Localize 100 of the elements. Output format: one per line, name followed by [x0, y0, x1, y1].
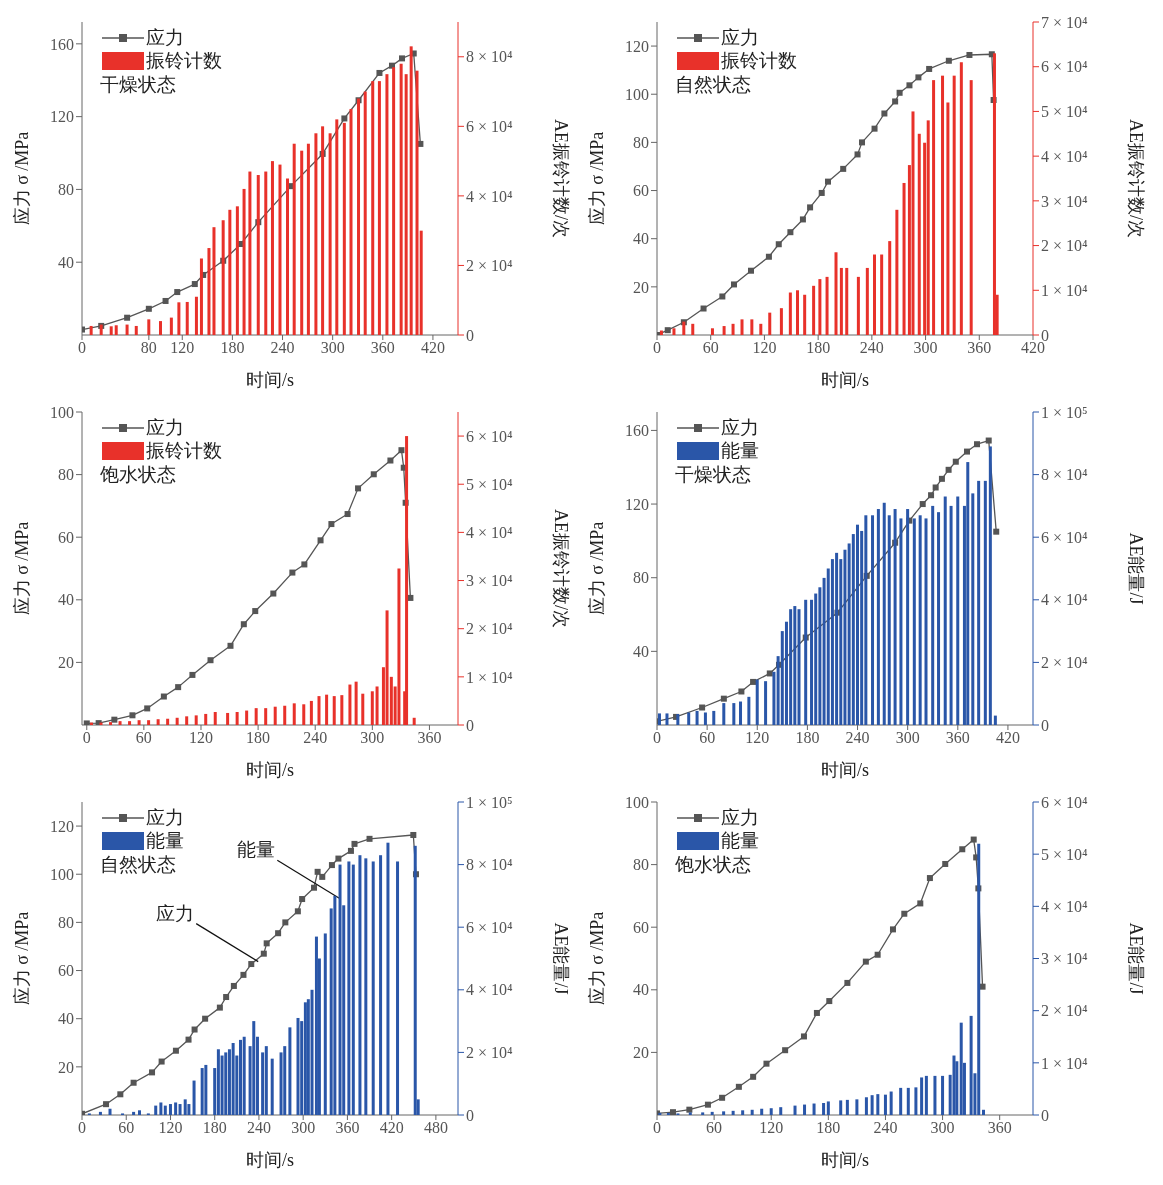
bar	[740, 319, 744, 335]
bar	[779, 1107, 783, 1115]
point	[928, 492, 935, 499]
bar	[354, 681, 358, 725]
point	[294, 908, 301, 915]
x-tick-label: 360	[370, 339, 395, 357]
y-tick-label: 40	[633, 230, 649, 248]
point	[919, 501, 926, 508]
point	[174, 289, 181, 296]
bar	[270, 1058, 274, 1115]
bar	[793, 606, 797, 725]
bar	[772, 671, 776, 725]
bar	[703, 712, 707, 725]
bar	[971, 493, 975, 725]
bar	[845, 267, 849, 335]
bar	[826, 1101, 830, 1115]
bar	[864, 1097, 868, 1115]
bar	[732, 703, 736, 725]
bar	[332, 696, 336, 725]
bar	[926, 120, 930, 335]
x-tick-label: 0	[653, 729, 661, 747]
bar	[245, 710, 249, 725]
bar	[731, 1110, 735, 1115]
x-tick-label: 300	[930, 1119, 955, 1137]
y2-tick-label: 8 × 10⁴	[1041, 466, 1089, 484]
bar	[899, 1087, 903, 1115]
y-tick-label: 40	[58, 1010, 74, 1028]
y2-axis-title: AE振铃计数/次	[550, 509, 571, 628]
x-tick-label: 60	[118, 1119, 135, 1137]
point	[963, 448, 970, 455]
bar	[871, 515, 875, 725]
bar	[966, 462, 970, 725]
bar	[899, 518, 903, 725]
bar	[323, 933, 327, 1115]
y-axis-title: 应力 σ /MPa	[587, 131, 608, 226]
bar	[183, 1099, 187, 1115]
legend-label: 振铃计数	[146, 49, 222, 72]
y-tick-label: 20	[58, 1058, 74, 1076]
bar	[949, 505, 953, 725]
y-tick-label: 40	[633, 981, 649, 999]
point	[735, 1083, 742, 1090]
x-tick-label: 120	[752, 339, 777, 357]
y-tick-label: 80	[633, 134, 649, 152]
annotation: 饱水状态	[100, 463, 177, 486]
bar	[89, 325, 93, 335]
x-tick-label: 240	[873, 1119, 898, 1137]
y2-tick-label: 1 × 10⁵	[1041, 403, 1088, 421]
x-axis-title: 时间/s	[245, 760, 295, 780]
point	[889, 926, 896, 933]
annotation: 自然状态	[100, 853, 177, 876]
y2-tick-label: 3 × 10⁴	[466, 572, 514, 590]
point	[945, 466, 952, 473]
x-tick-label: 420	[420, 339, 445, 357]
y-tick-label: 120	[625, 37, 649, 55]
bar	[166, 718, 170, 725]
bar	[843, 549, 847, 725]
y-tick-label: 40	[58, 591, 74, 609]
bar	[415, 70, 419, 335]
point	[932, 484, 939, 491]
bar	[224, 1052, 228, 1115]
point	[807, 204, 814, 211]
bar	[296, 1017, 300, 1115]
point	[191, 281, 198, 288]
bar	[357, 98, 361, 335]
bar	[941, 75, 945, 335]
point	[782, 1047, 789, 1054]
y-tick-label: 100	[50, 865, 74, 883]
x-tick-label: 80	[140, 339, 157, 357]
point	[223, 994, 230, 1001]
point	[970, 836, 977, 843]
bar	[676, 714, 680, 725]
bar	[988, 446, 992, 725]
legend-label: 能量	[721, 829, 759, 852]
y-tick-label: 80	[58, 181, 74, 199]
bar	[912, 518, 916, 725]
y-tick-label: 80	[58, 466, 74, 484]
bar	[154, 1105, 158, 1115]
point	[240, 971, 247, 978]
bar	[764, 681, 768, 725]
x-tick-label: 240	[270, 339, 295, 357]
bar	[303, 1002, 307, 1115]
point	[124, 314, 131, 321]
x-axis-title: 时间/s	[820, 1150, 870, 1170]
bar	[952, 75, 956, 335]
bar	[204, 713, 208, 725]
bar	[405, 436, 409, 725]
bar	[314, 133, 318, 335]
bar	[264, 1046, 268, 1115]
point	[926, 65, 933, 72]
x-tick-label: 120	[745, 729, 770, 747]
bar	[695, 710, 699, 725]
point	[227, 642, 234, 649]
x-tick-label: 0	[82, 729, 91, 747]
bar	[404, 74, 408, 335]
bar	[769, 1108, 773, 1115]
y-tick-label: 120	[625, 495, 649, 513]
point	[328, 862, 335, 869]
point	[738, 688, 745, 695]
point	[263, 940, 270, 947]
bar	[194, 296, 198, 335]
